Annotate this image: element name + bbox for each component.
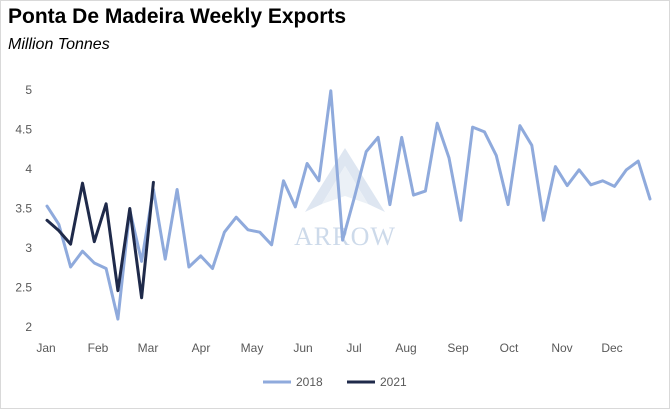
chart-subtitle: Million Tonnes (8, 36, 110, 53)
y-tick-label: 2 (25, 320, 32, 334)
x-tick-label: Jul (346, 341, 361, 355)
y-tick-label: 3 (25, 241, 32, 255)
x-tick-label: Jan (36, 341, 55, 355)
x-tick-label: Mar (138, 341, 159, 355)
arrow-watermark-logo: ARROW (294, 148, 395, 251)
x-tick-label: Aug (395, 341, 416, 355)
series-line-2018 (45, 89, 652, 321)
y-tick-label: 4.5 (15, 123, 32, 137)
x-tick-label: Nov (551, 341, 572, 355)
legend-label-2018: 2018 (296, 375, 323, 389)
y-tick-label: 3.5 (15, 202, 32, 216)
x-tick-label: Feb (88, 341, 109, 355)
x-tick-label: Jun (293, 341, 312, 355)
x-tick-label: May (241, 341, 264, 355)
x-tick-label: Sep (447, 341, 469, 355)
y-tick-label: 5 (25, 83, 32, 97)
legend-label-2021: 2021 (380, 375, 407, 389)
x-tick-label: Apr (192, 341, 211, 355)
x-tick-label: Oct (500, 341, 519, 355)
x-tick-label: Dec (601, 341, 622, 355)
y-tick-label: 4 (25, 162, 32, 176)
y-tick-label: 2.5 (15, 281, 32, 295)
series-line-2021 (45, 180, 155, 300)
chart-title: Ponta De Madeira Weekly Exports (8, 5, 347, 28)
